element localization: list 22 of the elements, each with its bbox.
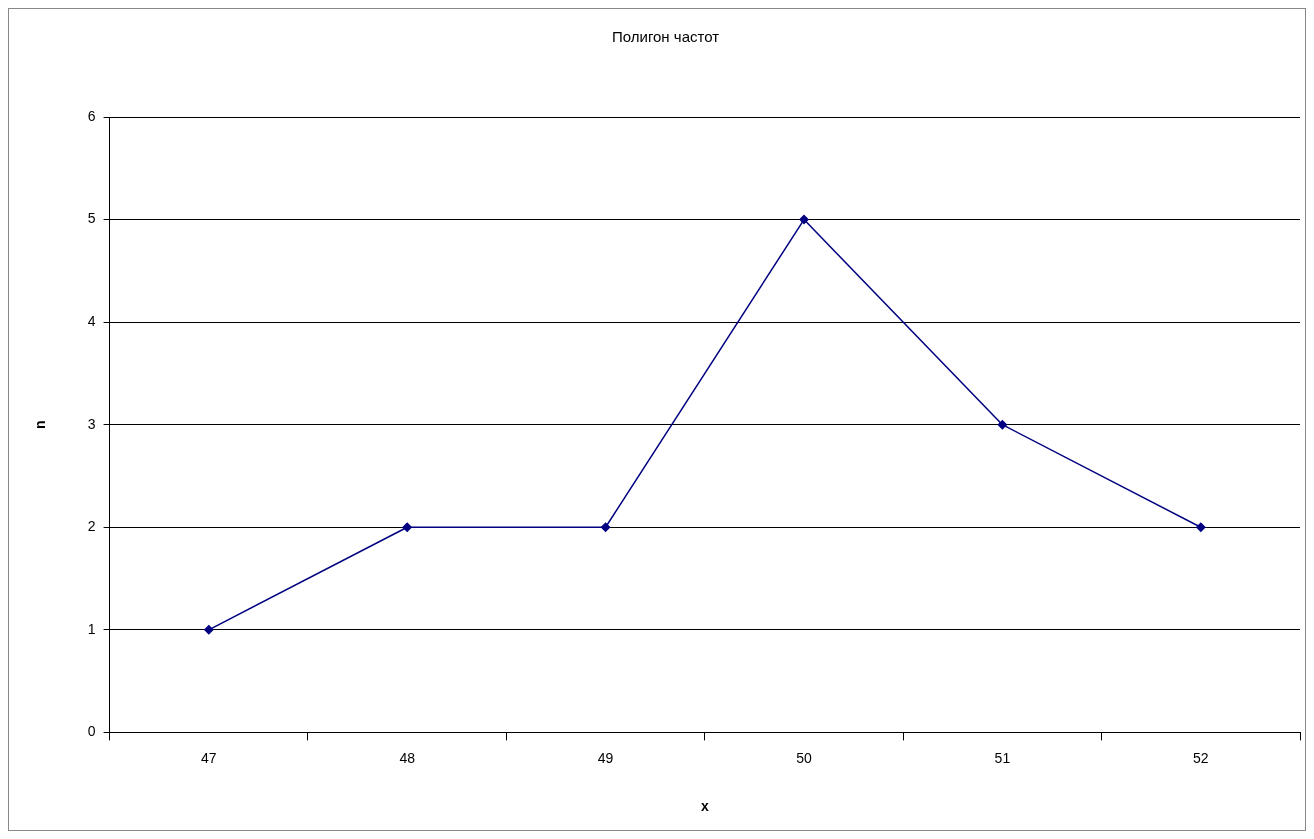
x-tick-label: 52 xyxy=(1193,749,1209,766)
point xyxy=(1195,522,1206,533)
point xyxy=(798,214,809,225)
chart-title: Полигон частот xyxy=(611,28,720,46)
x-axis-title: x xyxy=(700,798,709,815)
x-tick-label: 48 xyxy=(399,749,416,766)
x-tick-label: 49 xyxy=(597,749,614,766)
y-tick-label: 3 xyxy=(87,415,96,432)
y-axis-title: n xyxy=(32,420,49,429)
point xyxy=(203,624,214,635)
y-tick-label: 2 xyxy=(87,518,96,535)
y-tick-label: 5 xyxy=(87,210,96,227)
x-tick-label: 47 xyxy=(201,749,217,766)
y-tick-label: 1 xyxy=(87,620,96,637)
point xyxy=(402,522,413,533)
y-tick-label: 6 xyxy=(87,107,96,124)
x-tick-label: 51 xyxy=(994,749,1011,766)
point xyxy=(600,522,611,533)
x-tick-label: 50 xyxy=(796,749,812,766)
y-tick-label: 0 xyxy=(87,723,96,740)
y-tick-label: 4 xyxy=(87,312,96,329)
point xyxy=(997,419,1008,430)
